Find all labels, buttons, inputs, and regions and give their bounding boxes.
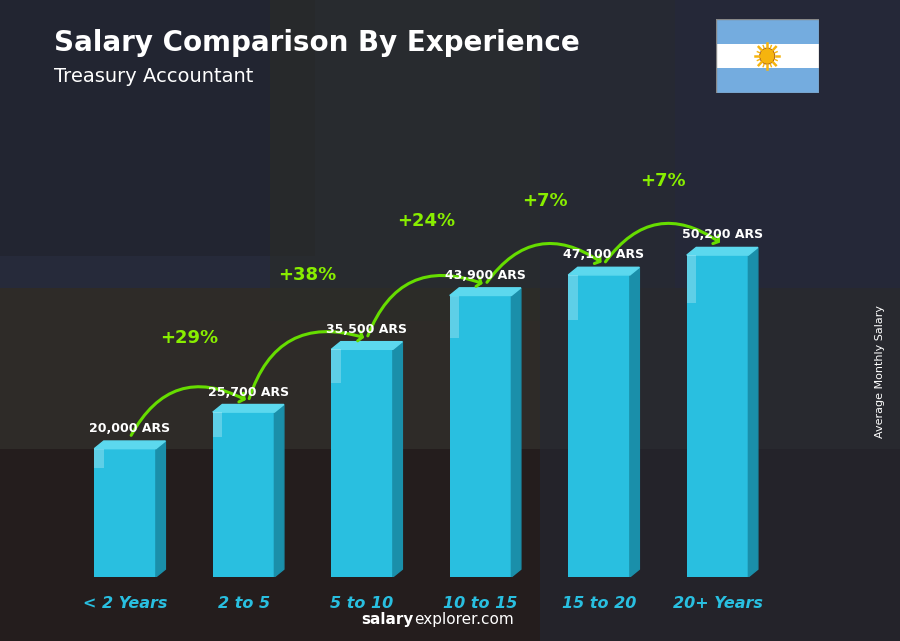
Bar	[568, 275, 630, 577]
Bar	[716, 69, 819, 93]
Polygon shape	[749, 247, 758, 577]
Text: 35,500 ARS: 35,500 ARS	[327, 322, 408, 336]
Text: explorer.com: explorer.com	[414, 612, 514, 627]
Bar	[270, 0, 675, 320]
Polygon shape	[687, 247, 758, 255]
Text: 20,000 ARS: 20,000 ARS	[89, 422, 170, 435]
Polygon shape	[331, 342, 402, 349]
Circle shape	[760, 48, 775, 64]
Text: 43,900 ARS: 43,900 ARS	[445, 269, 526, 282]
Text: salary: salary	[362, 612, 414, 627]
Polygon shape	[393, 342, 402, 577]
Polygon shape	[156, 441, 166, 577]
Bar	[0, 0, 315, 256]
Polygon shape	[274, 404, 284, 577]
Text: +7%: +7%	[522, 192, 567, 210]
Bar	[450, 296, 511, 577]
Text: Average Monthly Salary: Average Monthly Salary	[875, 305, 886, 438]
Bar	[716, 44, 819, 69]
Bar	[0, 449, 900, 641]
Text: 25,700 ARS: 25,700 ARS	[208, 385, 289, 399]
Bar	[568, 275, 578, 320]
Bar	[0, 288, 900, 449]
Bar	[94, 449, 156, 577]
Bar	[0, 0, 900, 288]
Bar	[94, 449, 104, 468]
Bar	[716, 19, 819, 44]
Bar	[331, 349, 393, 577]
Text: 50,200 ARS: 50,200 ARS	[682, 228, 763, 242]
Polygon shape	[94, 441, 166, 449]
Bar	[331, 349, 340, 383]
Polygon shape	[630, 267, 639, 577]
Polygon shape	[212, 404, 284, 412]
Text: +29%: +29%	[160, 329, 218, 347]
Text: 47,100 ARS: 47,100 ARS	[563, 248, 644, 262]
Polygon shape	[511, 288, 521, 577]
Polygon shape	[450, 288, 521, 296]
Bar	[212, 412, 274, 577]
Text: +7%: +7%	[640, 172, 686, 190]
Bar	[687, 255, 749, 577]
Text: Treasury Accountant: Treasury Accountant	[54, 67, 254, 87]
Text: +38%: +38%	[278, 266, 337, 284]
Bar	[450, 296, 459, 338]
Bar	[687, 255, 696, 303]
Text: +24%: +24%	[397, 212, 455, 230]
Text: Salary Comparison By Experience: Salary Comparison By Experience	[54, 29, 580, 57]
Bar	[212, 412, 222, 437]
Bar	[540, 0, 900, 641]
Polygon shape	[568, 267, 639, 275]
